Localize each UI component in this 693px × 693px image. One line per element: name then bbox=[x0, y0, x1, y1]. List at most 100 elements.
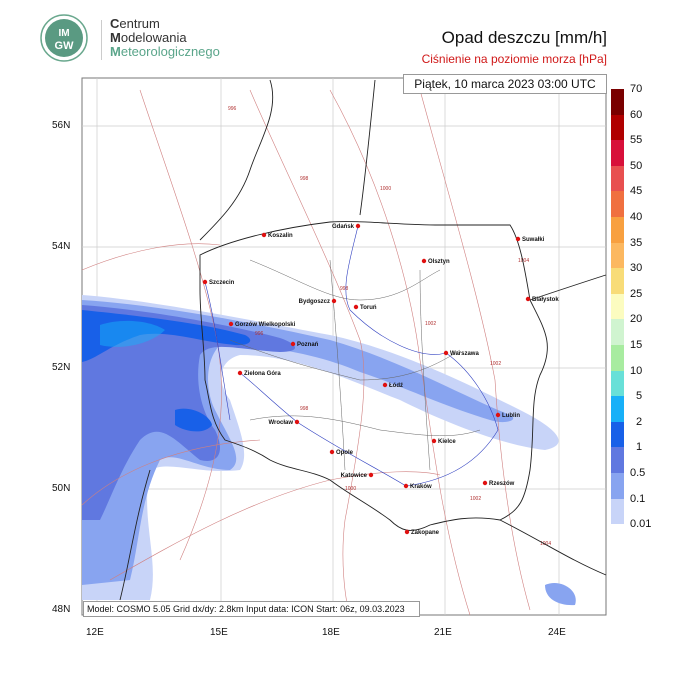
chart-subtitle: Ciśnienie na poziomie morza [hPa] bbox=[421, 52, 607, 66]
city-label: Kielce bbox=[438, 439, 456, 445]
city-marker bbox=[228, 321, 234, 327]
svg-text:1002: 1002 bbox=[490, 361, 501, 367]
precipitation-field bbox=[82, 295, 576, 606]
legend-label: 0.01 bbox=[630, 518, 652, 531]
legend-swatch bbox=[611, 89, 624, 115]
legend-swatch bbox=[611, 498, 624, 525]
lat-tick-label: 50N bbox=[52, 483, 71, 494]
city-label: Szczecin bbox=[209, 280, 235, 286]
city-marker bbox=[443, 350, 449, 356]
city-label: Białystok bbox=[532, 297, 559, 303]
org-initial: M bbox=[110, 30, 121, 45]
lon-tick-label: 12E bbox=[86, 627, 104, 638]
legend-swatch bbox=[611, 191, 624, 217]
city-marker bbox=[331, 298, 337, 304]
legend-label: 25 bbox=[630, 287, 643, 300]
lon-tick-label: 24E bbox=[548, 627, 566, 638]
legend-swatch bbox=[611, 114, 624, 141]
org-word: odelowania bbox=[120, 30, 187, 45]
city-label: Kraków bbox=[410, 484, 432, 490]
lat-tick-label: 54N bbox=[52, 241, 71, 252]
lon-tick-label: 18E bbox=[322, 627, 340, 638]
legend-swatch bbox=[611, 370, 624, 397]
legend-label: 0.1 bbox=[630, 492, 646, 505]
legend-swatch bbox=[611, 140, 624, 166]
city-marker bbox=[355, 223, 361, 229]
city-marker bbox=[525, 296, 531, 302]
legend-label: 15 bbox=[630, 339, 643, 351]
city-marker bbox=[368, 472, 374, 478]
legend-label: 55 bbox=[630, 134, 643, 147]
cities: Gdańsk Koszalin Suwałki Olsztyn Szczecin Bydg… bbox=[202, 223, 559, 536]
svg-text:1004: 1004 bbox=[518, 258, 529, 264]
city-marker bbox=[515, 236, 521, 242]
city-marker bbox=[202, 279, 208, 285]
svg-text:1002: 1002 bbox=[425, 321, 436, 327]
org-name: Centrum Modelowania Meteorologicznego bbox=[110, 17, 220, 59]
lat-tick-label: 48N bbox=[52, 604, 71, 615]
svg-text:998: 998 bbox=[300, 176, 309, 182]
legend-swatch bbox=[611, 293, 624, 320]
svg-text:1002: 1002 bbox=[470, 496, 481, 502]
legend-label: 40 bbox=[630, 211, 643, 223]
legend-swatch bbox=[611, 165, 624, 192]
legend-swatch bbox=[611, 472, 624, 499]
city-marker bbox=[294, 419, 300, 425]
city-marker bbox=[404, 529, 410, 535]
city-label: Rzeszów bbox=[489, 481, 515, 487]
legend-label: 1 bbox=[636, 441, 643, 454]
precip-2 bbox=[100, 320, 165, 347]
org-word: eteorologicznego bbox=[120, 44, 220, 59]
lat-tick-label: 56N bbox=[52, 120, 71, 131]
country-borders bbox=[119, 79, 607, 601]
precip-0.1-se bbox=[545, 582, 576, 606]
svg-text:IM: IM bbox=[58, 28, 69, 39]
legend-label: 45 bbox=[630, 185, 643, 198]
imgw-logo: IM GW bbox=[40, 14, 88, 62]
city-label: Gorzów Wielkopolski bbox=[235, 322, 296, 328]
svg-text:1000: 1000 bbox=[380, 186, 391, 192]
svg-text:996: 996 bbox=[255, 331, 264, 337]
city-label: Wrocław bbox=[268, 420, 293, 426]
city-marker bbox=[382, 382, 388, 388]
svg-text:998: 998 bbox=[340, 286, 349, 292]
legend-label: 5 bbox=[636, 390, 643, 403]
city-marker bbox=[261, 232, 267, 238]
legend-label: 30 bbox=[630, 262, 643, 275]
legend-swatch bbox=[611, 268, 624, 294]
model-info-label: Model: COSMO 5.05 Grid dx/dy: 2.8km Inpu… bbox=[83, 601, 420, 617]
svg-text:996: 996 bbox=[228, 106, 237, 112]
legend-label: 60 bbox=[630, 108, 643, 121]
city-label: Poznań bbox=[297, 342, 319, 348]
city-label: Katowice bbox=[341, 473, 368, 479]
lon-tick-label: 15E bbox=[210, 627, 228, 638]
legend-label: 0.5 bbox=[630, 467, 646, 479]
city-marker bbox=[495, 412, 501, 418]
city-label: Warszawa bbox=[450, 351, 479, 357]
province-borders bbox=[229, 259, 481, 471]
city-label: Opole bbox=[336, 450, 354, 456]
city-label: Toruń bbox=[360, 305, 377, 311]
legend-swatch bbox=[611, 319, 624, 345]
legend-swatch bbox=[611, 344, 624, 371]
city-label: Bydgoszcz bbox=[299, 299, 330, 305]
legend-label: 20 bbox=[630, 313, 643, 326]
legend-label: 50 bbox=[630, 159, 643, 172]
city-label: Koszalin bbox=[268, 233, 293, 239]
legend-label: 2 bbox=[636, 415, 643, 428]
city-marker bbox=[421, 258, 427, 264]
city-marker bbox=[290, 341, 296, 347]
svg-text:1000: 1000 bbox=[345, 486, 356, 492]
legend-swatch bbox=[611, 421, 624, 448]
svg-text:GW: GW bbox=[55, 40, 75, 52]
color-legend bbox=[611, 89, 624, 525]
city-marker bbox=[353, 304, 359, 310]
legend-swatch bbox=[611, 447, 624, 473]
legend-label: 35 bbox=[630, 236, 643, 249]
org-initial: C bbox=[110, 16, 120, 31]
city-marker bbox=[482, 480, 488, 486]
lat-tick-label: 52N bbox=[52, 362, 71, 373]
legend-label: 70 bbox=[630, 83, 643, 95]
